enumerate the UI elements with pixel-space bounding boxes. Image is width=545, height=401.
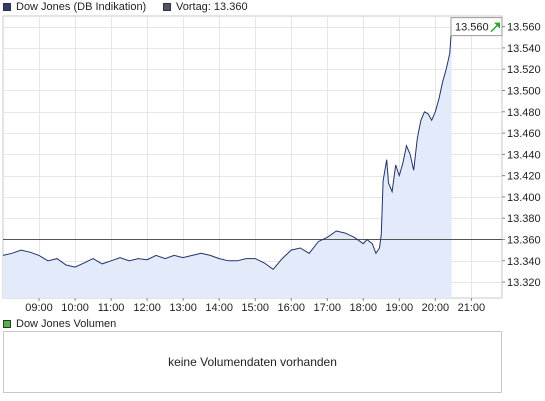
x-tick-label: 20:00 (422, 302, 450, 314)
x-tick-label: 13:00 (169, 302, 197, 314)
legend-label-main: Dow Jones (DB Indikation) (16, 1, 147, 13)
x-tick-label: 18:00 (350, 302, 378, 314)
y-tick-label: 13.360 (507, 234, 541, 246)
y-tick-label: 13.380 (507, 213, 541, 225)
legend-item-previous-day: Vortag: 13.360 (163, 1, 248, 13)
last-value-frame (450, 17, 503, 37)
legend-swatch-main (3, 3, 11, 11)
y-tick-label: 13.480 (507, 107, 541, 119)
volume-panel: keine Volumendaten vorhanden (3, 331, 502, 393)
x-tick-label: 12:00 (133, 302, 161, 314)
x-tick-label: 10:00 (61, 302, 89, 314)
volume-legend: Dow Jones Volumen (3, 318, 116, 330)
y-tick-label: 13.400 (507, 192, 541, 204)
y-tick-label: 13.500 (507, 85, 541, 97)
x-tick-label: 15:00 (241, 302, 269, 314)
x-tick-label: 16:00 (277, 302, 305, 314)
price-line (2, 26, 453, 270)
volume-empty-message: keine Volumendaten vorhanden (168, 355, 337, 369)
x-tick-label: 17:00 (313, 302, 341, 314)
x-tick-label: 09:00 (25, 302, 53, 314)
last-value-label: 13.560 (455, 22, 489, 34)
up-arrow-icon (490, 24, 499, 33)
x-tick-label: 21:00 (458, 302, 486, 314)
x-tick-label: 11:00 (98, 302, 125, 314)
y-tick-label: 13.320 (507, 277, 541, 289)
legend-swatch-volume (3, 320, 11, 328)
intraday-chart: 09:00 10:00 11:00 12:00 13:00 14:00 15:00 16:00… (2, 15, 541, 314)
y-tick-label: 13.340 (507, 256, 541, 268)
chart-legend: Dow Jones (DB Indikation) Vortag: 13.360 (0, 0, 545, 16)
y-tick-label: 13.560 (507, 22, 541, 34)
price-area-fill (3, 26, 452, 298)
y-tick-label: 13.520 (507, 64, 541, 76)
y-tick-label: 13.440 (507, 149, 541, 161)
legend-label-previous-day: Vortag: 13.360 (176, 1, 248, 13)
y-tick-label: 13.460 (507, 128, 541, 140)
x-tick-label: 19:00 (386, 302, 414, 314)
x-tick-label: 14:00 (205, 302, 233, 314)
y-axis-ticks: 13.320 13.340 13.360 13.380 13.400 13.420 13.4… (502, 22, 541, 289)
volume-legend-label: Dow Jones Volumen (16, 318, 117, 330)
legend-swatch-previous-day (163, 3, 171, 11)
y-tick-label: 13.540 (507, 43, 541, 55)
last-value-box: 13.560 (450, 17, 503, 37)
y-tick-label: 13.420 (507, 171, 541, 183)
legend-item-main: Dow Jones (DB Indikation) (3, 1, 146, 13)
up-arrow-head-icon (494, 22, 500, 29)
x-axis-ticks: 09:00 10:00 11:00 12:00 13:00 14:00 15:00 16:00… (25, 298, 485, 314)
